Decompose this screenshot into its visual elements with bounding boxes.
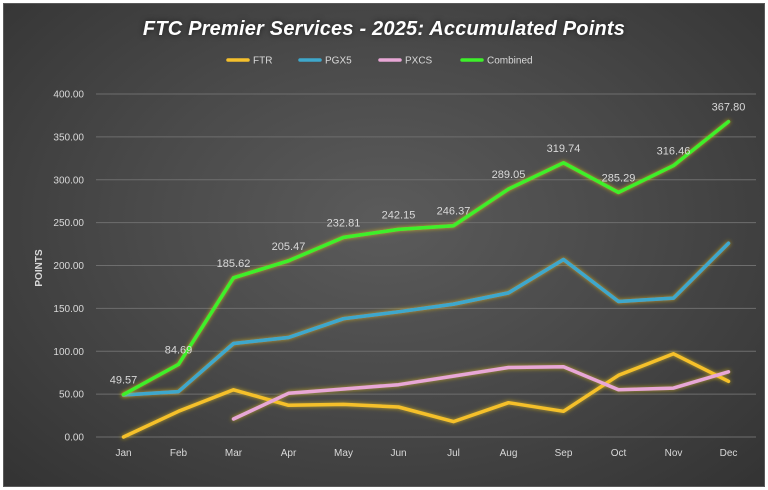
y-tick-label: 400.00 xyxy=(53,90,84,101)
x-tick-label: Nov xyxy=(665,448,683,459)
x-tick-label: Feb xyxy=(170,448,188,459)
data-label: 285.29 xyxy=(602,172,636,184)
data-label: 289.05 xyxy=(492,169,526,181)
x-tick-label: Sep xyxy=(555,448,573,459)
data-label: 84.69 xyxy=(165,344,193,356)
data-label: 185.62 xyxy=(217,258,251,270)
legend-label: PGX5 xyxy=(325,56,352,67)
y-tick-label: 0.00 xyxy=(65,433,85,444)
series-lines xyxy=(121,119,731,439)
data-label: 319.74 xyxy=(547,143,581,155)
series-line-pxcs xyxy=(231,364,731,421)
x-tick-label: Mar xyxy=(225,448,243,459)
data-label: 232.81 xyxy=(327,217,361,229)
series-line-ftr xyxy=(121,352,731,439)
x-tick-label: Aug xyxy=(500,448,518,459)
y-axis-ticks: 0.00 50.00 100.00 150.00 200.00 250.00 300.00 3… xyxy=(53,90,84,444)
legend-label: FTR xyxy=(253,56,272,67)
legend: FTR PGX5 PXCS Combined xyxy=(226,56,533,67)
series-line-pgx5 xyxy=(121,241,731,397)
x-tick-label: May xyxy=(334,448,353,459)
x-axis-ticks: Jan Feb Mar Apr May Jun Jul Aug Sep Oct Nov Dec xyxy=(115,448,737,459)
y-tick-label: 100.00 xyxy=(53,347,84,358)
y-tick-label: 50.00 xyxy=(59,390,84,401)
x-tick-label: Jul xyxy=(447,448,460,459)
data-label: 316.46 xyxy=(657,146,691,158)
legend-label: PXCS xyxy=(405,56,433,67)
y-axis-title: POINTS xyxy=(34,249,45,287)
x-tick-label: Jan xyxy=(115,448,131,459)
data-label: 367.80 xyxy=(712,102,746,114)
data-labels: 49.57 84.69 185.62 205.47 232.81 242.15 246.37… xyxy=(110,102,746,387)
data-label: 49.57 xyxy=(110,374,138,386)
y-tick-label: 250.00 xyxy=(53,218,84,229)
y-tick-label: 350.00 xyxy=(53,132,84,143)
chart-frame: FTC Premier Services - 2025: Accumulated… xyxy=(3,3,765,487)
x-tick-label: Apr xyxy=(281,448,297,459)
x-tick-label: Jun xyxy=(390,448,406,459)
series-line-combined xyxy=(121,119,731,397)
data-label: 242.15 xyxy=(382,209,416,221)
y-tick-label: 300.00 xyxy=(53,175,84,186)
y-tick-label: 150.00 xyxy=(53,304,84,315)
line-chart: 0.00 50.00 100.00 150.00 200.00 250.00 300.00 3… xyxy=(34,56,756,459)
x-tick-label: Oct xyxy=(611,448,627,459)
data-label: 246.37 xyxy=(437,206,471,218)
legend-label: Combined xyxy=(487,56,533,67)
chart-title: FTC Premier Services - 2025: Accumulated… xyxy=(142,18,626,40)
data-label: 205.47 xyxy=(272,241,306,253)
x-tick-label: Dec xyxy=(720,448,738,459)
y-tick-label: 200.00 xyxy=(53,261,84,272)
